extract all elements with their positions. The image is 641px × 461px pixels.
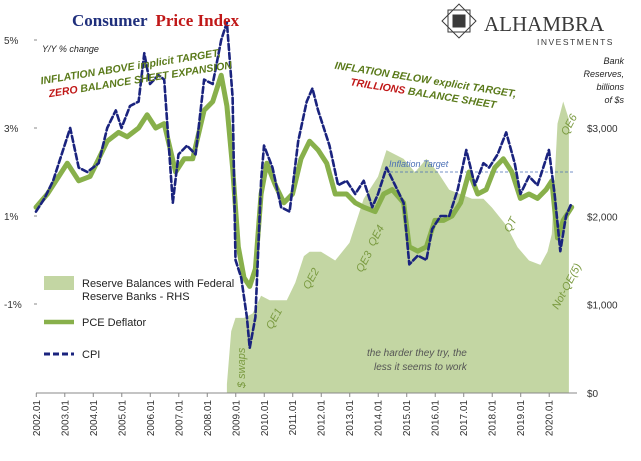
x-tick-label: 2019.01 [516,400,527,437]
x-tick-label: 2011.01 [288,400,299,436]
phase-label-swaps: $ swaps [236,347,248,389]
right-axis-unit: Bank Reserves, billions of $s [583,56,624,105]
left-annotation-zero: ZERO [47,84,79,101]
right-tick-label: $3,000 [587,124,618,135]
legend-label-reserves-1: Reserve Balances with Federal [82,278,234,290]
x-tick-label: 2004.01 [89,400,100,437]
logo-star-icon [441,3,477,39]
legend-label-cpi: CPI [82,349,100,361]
right-tick-label: $1,000 [587,301,618,312]
legend-swatch-reserves [44,276,74,290]
inflation-target-label: Inflation Target [389,159,449,169]
legend: Reserve Balances with Federal Reserve Ba… [44,276,234,361]
x-axis-ticks: 2002.01 2003.01 2004.01 2005.01 2006.01 2007.… [32,393,556,436]
x-tick-label: 2006.01 [146,400,157,437]
footer-note-line2: less it seems to work [374,362,468,373]
cpi-line-layer [34,21,574,350]
brand-name: ALHAMBRA [484,12,605,36]
x-tick-label: 2012.01 [317,400,328,437]
left-tick-label: 1% [4,212,19,223]
x-tick-label: 2007.01 [174,400,185,437]
right-unit-line-2: Reserves, [583,69,624,79]
x-tick-label: 2010.01 [260,400,271,437]
x-tick-label: 2015.01 [402,400,413,437]
reserves-area-layer [226,101,569,393]
right-tick-label: $2,000 [587,212,618,223]
alhambra-logo: ALHAMBRA INVESTMENTS [441,3,614,47]
right-unit-line-1: Bank [603,56,624,66]
footer-note-line1: the harder they try, the [367,348,467,359]
right-tick-label: $0 [587,389,599,400]
pce-deflator-line [33,72,575,289]
left-tick-label: 3% [4,124,19,135]
x-tick-label: 2017.01 [459,400,470,437]
x-tick-label: 2014.01 [374,400,385,437]
left-axis-ticks: 5% 3% 1% -1% [4,36,37,311]
reserves-area [226,101,569,393]
left-axis-unit: Y/Y % change [42,44,99,54]
x-tick-label: 2016.01 [431,400,442,437]
right-axis-ticks: $3,000 $2,000 $1,000 $0 [587,124,618,400]
x-tick-label: 2020.01 [545,400,556,437]
x-tick-label: 2005.01 [117,400,128,437]
left-tick-label: -1% [4,300,22,311]
pce-line-layer [33,72,575,289]
x-tick-label: 2018.01 [488,400,499,437]
right-unit-line-3: billions [596,82,624,92]
title-part1: Consumer [72,11,148,30]
x-tick-label: 2003.01 [60,400,71,437]
x-tick-label: 2008.01 [203,400,214,437]
legend-label-reserves-2: Reserve Banks - RHS [82,291,190,303]
title-part2: Price Index [156,11,240,30]
x-tick-label: 2013.01 [345,400,356,437]
legend-label-pce: PCE Deflator [82,317,147,329]
x-tick-label: 2009.01 [231,400,242,437]
right-unit-line-4: of $s [604,95,624,105]
x-tick-label: 2002.01 [32,400,43,437]
brand-sub: INVESTMENTS [537,37,614,47]
cpi-line [34,21,574,350]
left-tick-label: 5% [4,36,19,47]
chart-title: Consumer Price Index [72,11,240,30]
